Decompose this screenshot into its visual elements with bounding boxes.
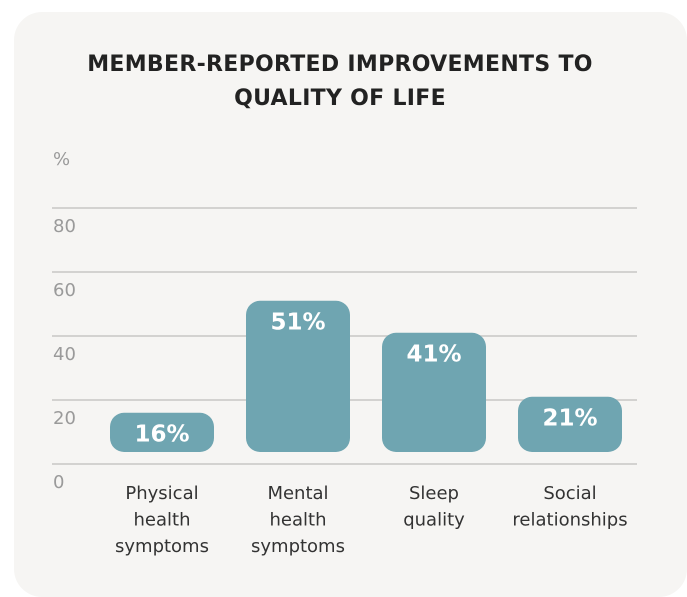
data-label: 16% [134,421,189,447]
data-label: 41% [406,341,461,367]
card [14,12,687,597]
y-axis-label: % [53,149,70,170]
x-tick-label: Mental health symptoms [251,483,345,557]
x-tick-label: Physical health symptoms [115,483,209,557]
data-label: 21% [542,405,597,431]
bar [518,396,622,452]
chart-title: MEMBER-REPORTED IMPROVEMENTS TO QUALITY … [87,52,593,111]
y-tick-label: 40 [53,344,76,365]
bar [382,332,486,452]
bar [110,412,214,452]
x-tick-label: Sleep quality [403,483,465,531]
y-tick-label: 20 [53,408,76,429]
x-tick-label: Social relationships [512,483,627,531]
data-label: 51% [270,309,325,335]
bar [246,300,350,452]
y-tick-label: 80 [53,216,76,237]
y-tick-label: 60 [53,280,76,301]
y-tick-label: 0 [53,472,64,493]
